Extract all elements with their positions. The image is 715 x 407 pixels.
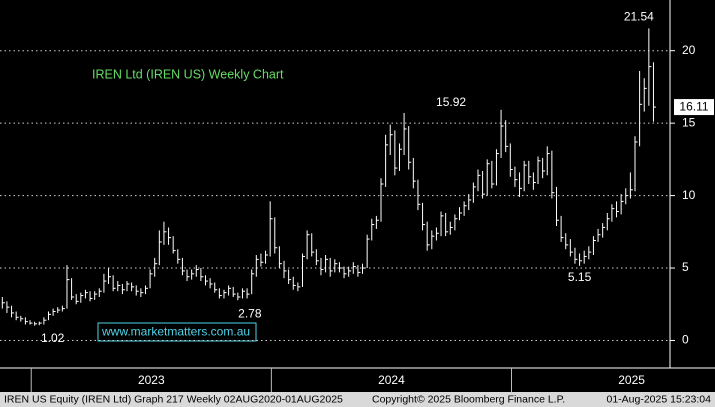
annotation: 15.92 [436, 95, 466, 109]
last-price-tag [674, 99, 714, 116]
footer-text: 01-Aug-2025 15:23:04 [606, 393, 711, 405]
x-tick-label: 2023 [138, 373, 165, 387]
chart-title: IREN Ltd (IREN US) Weekly Chart [92, 67, 284, 81]
footer-text: Copyright© 2025 Bloomberg Finance L.P. [372, 393, 565, 405]
watermark-box [97, 322, 257, 342]
y-tick-label: 20 [682, 43, 696, 57]
plot: 0 5 10 15 20 2023 2024 2025 1.02 2.78 15.92 5.15 21.… [0, 10, 714, 392]
x-tick-label: 2024 [378, 373, 405, 387]
annotation: 21.54 [624, 10, 654, 24]
x-tick-label: 2025 [618, 373, 645, 387]
annotation: 5.15 [568, 270, 592, 284]
footer-bar [0, 392, 715, 407]
y-tick-label: 5 [682, 260, 689, 274]
last-price-label: 16.11 [679, 100, 708, 114]
footer-text: IREN US Equity (IREN Ltd) Graph 217 Week… [4, 393, 343, 405]
y-tick-label: 10 [682, 188, 696, 202]
y-tick-label: 0 [682, 333, 689, 347]
annotation: 1.02 [41, 331, 65, 345]
watermark: www.marketmatters.com.au [101, 325, 250, 339]
y-tick-label: 15 [682, 115, 696, 129]
annotation: 2.78 [238, 306, 262, 320]
